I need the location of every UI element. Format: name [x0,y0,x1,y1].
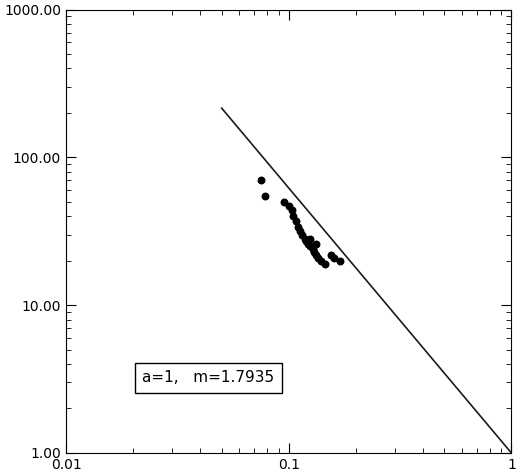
Point [301,235,309,243]
Point [317,257,326,265]
Point [312,240,320,248]
Point [261,192,269,199]
Point [311,251,320,258]
Point [306,243,315,250]
Point [336,257,344,265]
Point [294,223,302,230]
Point [330,254,339,261]
Point [304,240,312,248]
Point [310,248,318,256]
Text: a=1,   m=1.7935: a=1, m=1.7935 [142,370,275,386]
Point [289,212,297,220]
Point [280,198,288,206]
Point [308,245,317,253]
Point [306,235,315,243]
Point [284,202,293,210]
Point [327,251,335,258]
Point [314,254,322,261]
Point [288,206,296,214]
Point [295,227,304,234]
Point [320,260,329,268]
Point [298,231,306,238]
Point [257,177,265,184]
Point [302,238,310,245]
Point [292,218,301,225]
